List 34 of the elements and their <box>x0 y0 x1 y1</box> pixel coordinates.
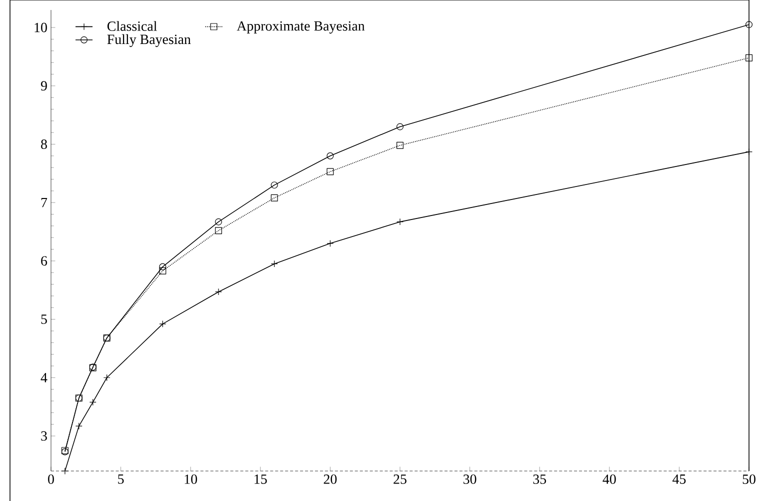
point <box>746 54 752 62</box>
y-tick-label: 8 <box>41 140 47 149</box>
y-tick-label: 5 <box>41 314 47 324</box>
y-tick-label: 4 <box>40 373 48 382</box>
x-tick-label: 30 <box>464 474 476 484</box>
x-tick-label: 45 <box>672 474 686 484</box>
x-tick-label: 25 <box>394 474 406 484</box>
y-tick-label: 3 <box>41 431 47 441</box>
point <box>326 152 334 160</box>
y-tick-label: 7 <box>41 198 48 208</box>
point <box>215 227 222 234</box>
point <box>159 263 166 270</box>
x-tick-label: 5 <box>118 474 124 484</box>
legend-label: Classical <box>107 21 157 31</box>
x-tick-label: 10 <box>184 474 198 484</box>
point <box>270 194 278 202</box>
y-tick-label: 6 <box>41 256 48 266</box>
x-tick-label: 0 <box>48 474 54 484</box>
point <box>746 21 752 28</box>
point <box>270 182 278 189</box>
point <box>159 267 166 274</box>
legend-label: Fully Bayesian <box>107 34 191 47</box>
point <box>326 168 334 176</box>
x-tick-label: 50 <box>742 474 756 484</box>
point <box>396 142 404 149</box>
point <box>396 123 404 130</box>
y-tick-label: 9 <box>40 81 47 91</box>
x-tick-label: 40 <box>602 474 616 484</box>
y-tick-label: 10 <box>34 22 47 32</box>
x-tick-label: 15 <box>254 474 267 484</box>
x-tick-label: 35 <box>533 474 546 484</box>
point <box>215 218 222 226</box>
legend-label: Approximate Bayesian <box>236 21 365 34</box>
x-tick-label: 20 <box>324 474 337 484</box>
